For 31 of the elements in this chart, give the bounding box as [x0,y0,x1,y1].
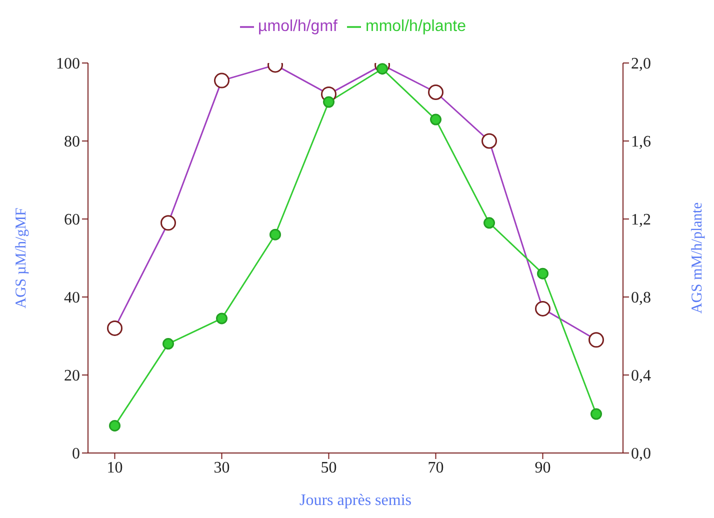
y2-axis-title: AGS mM/h/plante [689,202,706,314]
point [109,420,120,432]
point [162,338,174,350]
point [216,312,228,324]
x-axis-title: Jours après semis [300,492,412,509]
point [323,96,334,108]
x-tick-label: 50 [320,459,337,476]
y2-tick-label: 1,2 [631,212,651,229]
y2-tick-label: 0,4 [631,368,651,385]
point [430,114,442,126]
y-tick-label: 20 [64,368,80,385]
y-tick-label: 60 [64,212,80,229]
x-tick-label: 10 [106,459,123,476]
y-tick-label: 0 [72,446,80,463]
legend-label: mmol/h/plante [365,18,466,35]
point [537,268,548,280]
x-tick-label: 30 [214,459,230,476]
point [484,217,495,229]
y-tick-label: 40 [64,290,80,307]
point [590,408,602,420]
y2-tick-label: 0,8 [631,290,651,307]
point [270,228,281,240]
y2-tick-label: 2,0 [631,56,651,73]
x-tick-label: 70 [428,459,444,476]
legend-label: µmol/h/gmf [258,18,338,35]
y2-tick-label: 0,0 [631,446,651,463]
y-tick-label: 80 [64,134,80,151]
x-tick-label: 90 [534,459,551,476]
y2-tick-label: 1,6 [631,134,651,151]
y-tick-label: 100 [56,56,80,73]
y-axis-title: AGS µM/h/gMF [13,208,30,308]
